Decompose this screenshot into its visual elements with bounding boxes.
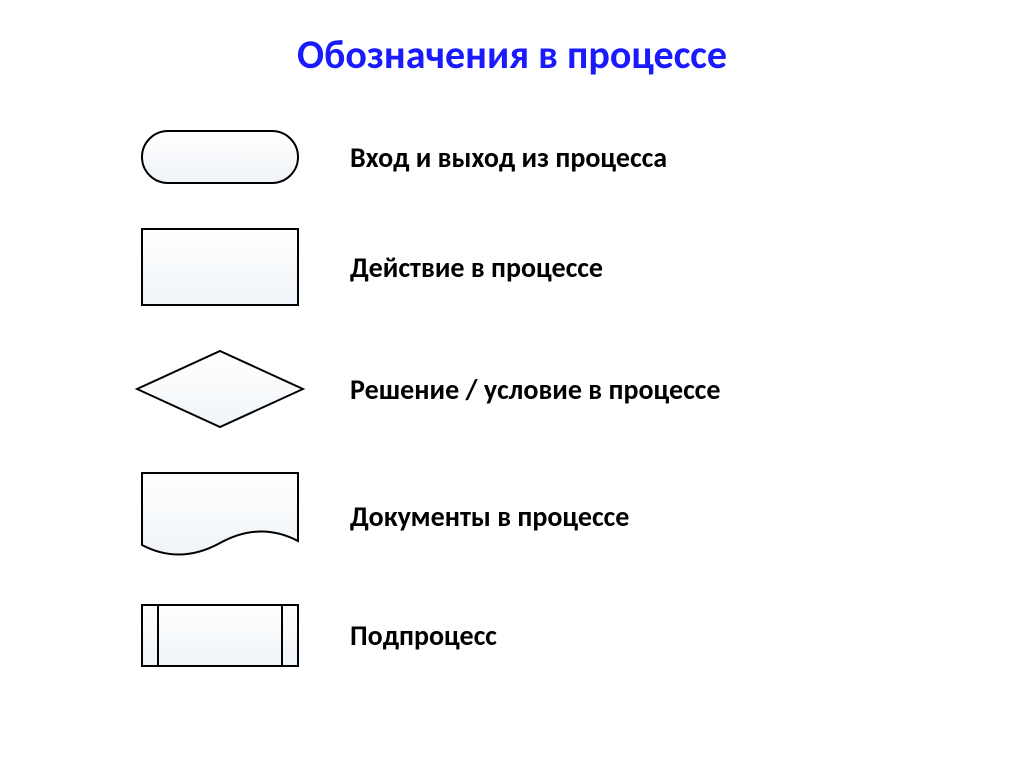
page-title: Обозначения в процессе <box>60 30 964 79</box>
shape-document <box>120 471 320 561</box>
legend-row-terminator: Вход и выход из процесса <box>60 129 964 185</box>
label-document: Документы в процессе <box>350 499 629 534</box>
legend-row-process: Действие в процессе <box>60 227 964 307</box>
shape-subprocess <box>120 603 320 668</box>
label-decision: Решение / условие в процессе <box>350 372 720 407</box>
label-subprocess: Подпроцесс <box>350 618 497 653</box>
legend-row-subprocess: Подпроцесс <box>60 603 964 668</box>
label-process: Действие в процессе <box>350 250 603 285</box>
shape-process <box>120 227 320 307</box>
legend-row-decision: Решение / условие в процессе <box>60 349 964 429</box>
shape-terminator <box>120 129 320 185</box>
legend-row-document: Документы в процессе <box>60 471 964 561</box>
shape-decision <box>120 349 320 429</box>
label-terminator: Вход и выход из процесса <box>350 140 667 175</box>
